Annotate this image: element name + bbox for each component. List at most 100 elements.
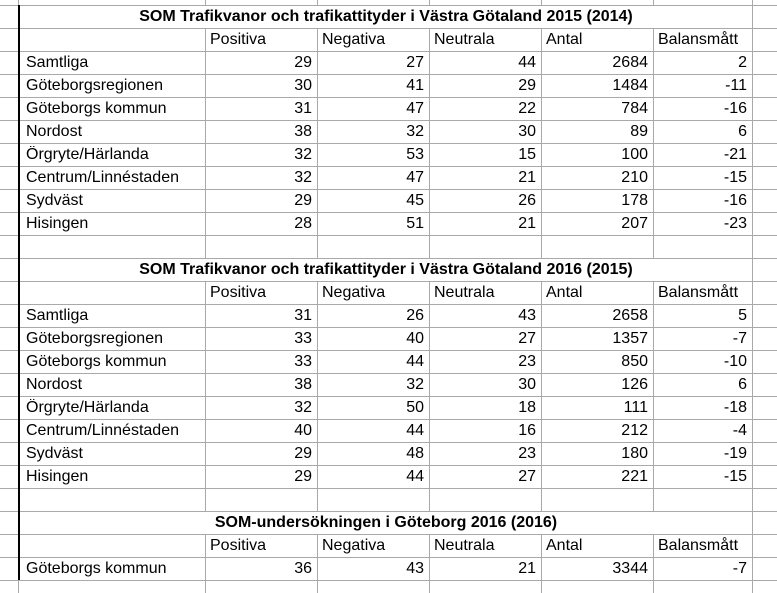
- row-label-cell[interactable]: Samtliga: [26, 306, 89, 324]
- balansmatt-cell[interactable]: -7: [732, 559, 747, 577]
- header-balansmatt[interactable]: Balansmått: [658, 283, 739, 301]
- balansmatt-cell[interactable]: -4: [732, 421, 747, 439]
- antal-cell[interactable]: 3344: [612, 559, 648, 577]
- antal-cell[interactable]: 126: [621, 375, 648, 393]
- neutrala-cell[interactable]: 26: [518, 191, 536, 209]
- positiva-cell[interactable]: 31: [294, 306, 312, 324]
- positiva-cell[interactable]: 32: [294, 145, 312, 163]
- negativa-cell[interactable]: 27: [406, 53, 424, 71]
- negativa-cell[interactable]: 32: [406, 122, 424, 140]
- positiva-cell[interactable]: 29: [294, 444, 312, 462]
- header-balansmatt[interactable]: Balansmått: [658, 30, 739, 48]
- balansmatt-cell[interactable]: -11: [725, 76, 747, 94]
- row-label-cell[interactable]: Samtliga: [26, 53, 89, 71]
- negativa-cell[interactable]: 41: [406, 76, 424, 94]
- neutrala-cell[interactable]: 30: [518, 122, 536, 140]
- negativa-cell[interactable]: 32: [406, 375, 424, 393]
- table-title[interactable]: SOM-undersökningen i Göteborg 2016 (2016…: [20, 512, 752, 534]
- neutrala-cell[interactable]: 21: [518, 214, 536, 232]
- positiva-cell[interactable]: 36: [294, 559, 312, 577]
- header-neutrala[interactable]: Neutrala: [434, 283, 495, 301]
- row-label-cell[interactable]: Göteborgs kommun: [26, 352, 167, 370]
- header-neutrala[interactable]: Neutrala: [434, 536, 495, 554]
- antal-cell[interactable]: 178: [621, 191, 648, 209]
- balansmatt-cell[interactable]: -7: [732, 329, 747, 347]
- header-negativa[interactable]: Negativa: [322, 536, 386, 554]
- negativa-cell[interactable]: 51: [406, 214, 424, 232]
- row-label-cell[interactable]: Göteborgsregionen: [26, 329, 163, 347]
- header-positiva[interactable]: Positiva: [210, 30, 267, 48]
- positiva-cell[interactable]: 32: [294, 168, 312, 186]
- neutrala-cell[interactable]: 22: [518, 99, 536, 117]
- balansmatt-cell[interactable]: -19: [723, 444, 747, 462]
- neutrala-cell[interactable]: 21: [518, 168, 536, 186]
- negativa-cell[interactable]: 43: [406, 559, 424, 577]
- negativa-cell[interactable]: 40: [406, 329, 424, 347]
- antal-cell[interactable]: 2684: [612, 53, 648, 71]
- row-label-cell[interactable]: Centrum/Linnéstaden: [26, 168, 179, 186]
- neutrala-cell[interactable]: 16: [518, 421, 536, 439]
- header-positiva[interactable]: Positiva: [210, 283, 267, 301]
- neutrala-cell[interactable]: 27: [518, 467, 536, 485]
- positiva-cell[interactable]: 29: [294, 467, 312, 485]
- row-label-cell[interactable]: Hisingen: [26, 467, 89, 485]
- antal-cell[interactable]: 221: [621, 467, 648, 485]
- antal-cell[interactable]: 89: [630, 122, 648, 140]
- balansmatt-cell[interactable]: 5: [738, 306, 747, 324]
- antal-cell[interactable]: 111: [623, 398, 648, 416]
- positiva-cell[interactable]: 30: [294, 76, 312, 94]
- balansmatt-cell[interactable]: -16: [723, 99, 747, 117]
- neutrala-cell[interactable]: 18: [518, 398, 536, 416]
- balansmatt-cell[interactable]: 6: [738, 375, 747, 393]
- negativa-cell[interactable]: 26: [406, 306, 424, 324]
- row-label-cell[interactable]: Centrum/Linnéstaden: [26, 421, 179, 439]
- positiva-cell[interactable]: 28: [294, 214, 312, 232]
- balansmatt-cell[interactable]: -10: [723, 352, 747, 370]
- header-antal[interactable]: Antal: [546, 536, 583, 554]
- neutrala-cell[interactable]: 29: [518, 76, 536, 94]
- balansmatt-cell[interactable]: -15: [723, 168, 747, 186]
- antal-cell[interactable]: 212: [621, 421, 648, 439]
- header-negativa[interactable]: Negativa: [322, 30, 386, 48]
- table-title[interactable]: SOM Trafikvanor och trafikattityder i Vä…: [20, 6, 752, 28]
- neutrala-cell[interactable]: 23: [518, 444, 536, 462]
- row-label-cell[interactable]: Göteborgs kommun: [26, 99, 167, 117]
- negativa-cell[interactable]: 47: [406, 168, 424, 186]
- row-label-cell[interactable]: Sydväst: [26, 444, 83, 462]
- row-label-cell[interactable]: Nordost: [26, 122, 83, 140]
- antal-cell[interactable]: 210: [621, 168, 648, 186]
- antal-cell[interactable]: 1484: [612, 76, 648, 94]
- negativa-cell[interactable]: 48: [406, 444, 424, 462]
- table-title[interactable]: SOM Trafikvanor och trafikattityder i Vä…: [20, 259, 752, 281]
- positiva-cell[interactable]: 31: [294, 99, 312, 117]
- neutrala-cell[interactable]: 44: [518, 53, 536, 71]
- antal-cell[interactable]: 1357: [612, 329, 648, 347]
- header-antal[interactable]: Antal: [546, 283, 583, 301]
- antal-cell[interactable]: 784: [621, 99, 648, 117]
- neutrala-cell[interactable]: 27: [518, 329, 536, 347]
- balansmatt-cell[interactable]: -21: [723, 145, 747, 163]
- header-antal[interactable]: Antal: [546, 30, 583, 48]
- row-label-cell[interactable]: Örgryte/Härlanda: [26, 145, 149, 163]
- positiva-cell[interactable]: 33: [294, 329, 312, 347]
- positiva-cell[interactable]: 29: [294, 53, 312, 71]
- header-negativa[interactable]: Negativa: [322, 283, 386, 301]
- positiva-cell[interactable]: 33: [294, 352, 312, 370]
- positiva-cell[interactable]: 40: [294, 421, 312, 439]
- antal-cell[interactable]: 207: [621, 214, 648, 232]
- antal-cell[interactable]: 2658: [612, 306, 648, 324]
- negativa-cell[interactable]: 47: [406, 99, 424, 117]
- neutrala-cell[interactable]: 30: [518, 375, 536, 393]
- balansmatt-cell[interactable]: -16: [723, 191, 747, 209]
- header-positiva[interactable]: Positiva: [210, 536, 267, 554]
- neutrala-cell[interactable]: 21: [518, 559, 536, 577]
- negativa-cell[interactable]: 50: [406, 398, 424, 416]
- antal-cell[interactable]: 850: [621, 352, 648, 370]
- negativa-cell[interactable]: 44: [406, 421, 424, 439]
- balansmatt-cell[interactable]: -15: [723, 467, 747, 485]
- row-label-cell[interactable]: Nordost: [26, 375, 83, 393]
- positiva-cell[interactable]: 38: [294, 375, 312, 393]
- negativa-cell[interactable]: 44: [406, 467, 424, 485]
- neutrala-cell[interactable]: 43: [518, 306, 536, 324]
- row-label-cell[interactable]: Örgryte/Härlanda: [26, 398, 149, 416]
